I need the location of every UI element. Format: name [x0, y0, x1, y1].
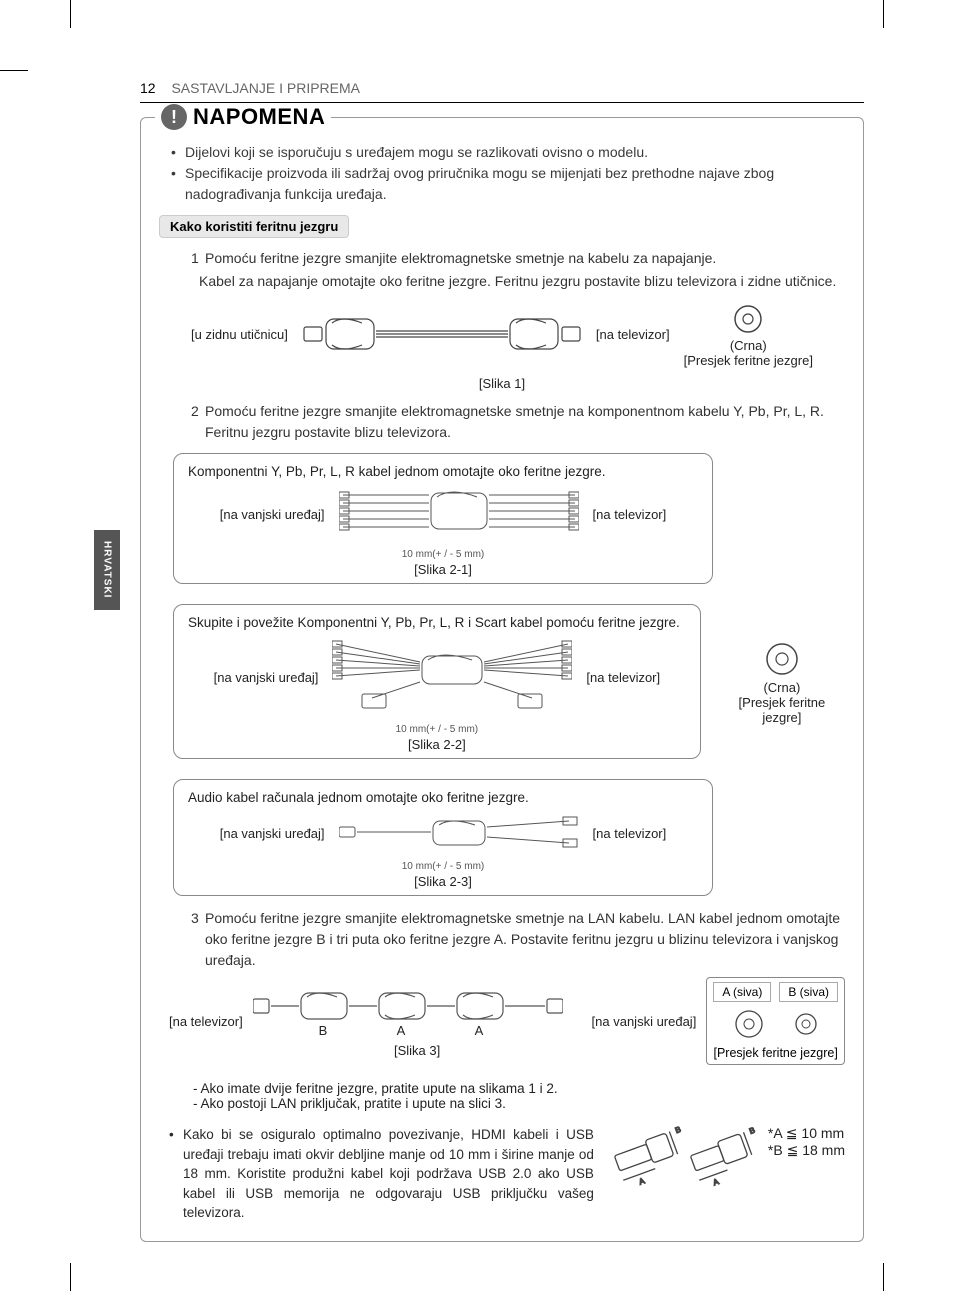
napomena-title: ! NAPOMENA — [155, 104, 331, 130]
section-title: SASTAVLJANJE I PRIPREMA — [171, 80, 360, 96]
core-b-head: B (siva) — [779, 982, 838, 1002]
fig3-left: [na televizor] — [169, 1014, 243, 1029]
ferrite-cross-1: (Crna) [Presjek feritne jezgre] — [684, 300, 813, 368]
figure-3-row: [na televizor] B A — [159, 977, 845, 1065]
svg-text:B: B — [318, 1023, 327, 1038]
cores-cross-label: [Presjek feritne jezgre] — [713, 1046, 838, 1060]
napomena-heading: NAPOMENA — [193, 104, 325, 130]
fig3-caption: [Slika 3] — [253, 1043, 582, 1058]
svg-text:B: B — [748, 1126, 756, 1136]
crop-mark — [70, 0, 71, 28]
ferrite-subheading: Kako koristiti feritnu jezgru — [159, 215, 349, 238]
panel21-caption: [Slika 2-1] — [188, 562, 698, 577]
fig3-right: [na vanjski uređaj] — [592, 1014, 697, 1029]
panel22-tolerance: 10 mm(+ / - 5 mm) — [188, 724, 686, 735]
panel22-left: [na vanjski uređaj] — [214, 670, 319, 685]
panel23-tolerance: 10 mm(+ / - 5 mm) — [188, 861, 698, 872]
hdmi-usb-diagram: A B A B — [606, 1125, 756, 1195]
hdmi-note-row: Kako bi se osiguralo optimalno povezivan… — [159, 1125, 845, 1223]
dash-1: - Ako imate dvije feritne jezgre, pratit… — [193, 1081, 845, 1096]
figure-1: [u zidnu utičnicu] [na televizor] (Crna — [159, 300, 845, 368]
svg-text:A: A — [638, 1176, 647, 1187]
panel21-top: Komponentni Y, Pb, Pr, L, R kabel jednom… — [188, 464, 698, 479]
panel23-caption: [Slika 2-3] — [188, 874, 698, 889]
info-icon: ! — [161, 104, 187, 130]
step-1: 1Pomoću feritne jezgre smanjite elektrom… — [179, 248, 845, 269]
panel23-top: Audio kabel računala jednom omotajte oko… — [188, 790, 698, 805]
svg-text:A: A — [712, 1177, 721, 1188]
page-header: 12 SASTAVLJANJE I PRIPREMA — [140, 80, 864, 96]
page-number: 12 — [140, 80, 156, 96]
hdmi-note-text: Kako bi se osiguralo optimalno povezivan… — [159, 1125, 594, 1223]
cable-diagram-1 — [302, 311, 582, 357]
ferrite-cross-label: [Presjek feritne jezgre] — [719, 695, 845, 725]
component-scart-diagram — [332, 638, 572, 716]
napomena-box: ! NAPOMENA Dijelovi koji se isporučuju s… — [140, 117, 864, 1242]
dim-b: *B ≦ 18 mm — [768, 1142, 845, 1159]
fig1-caption: [Slika 1] — [159, 376, 845, 391]
panel-2-1: Komponentni Y, Pb, Pr, L, R kabel jednom… — [173, 453, 713, 584]
audio-cable-diagram — [339, 813, 579, 853]
dimensions: *A ≦ 10 mm *B ≦ 18 mm — [768, 1125, 845, 1159]
panel23-left: [na vanjski uređaj] — [220, 826, 325, 841]
panel21-right: [na televizor] — [593, 507, 667, 522]
language-tab: HRVATSKI — [94, 530, 120, 610]
crop-mark — [883, 0, 884, 28]
intro-bullets: Dijelovi koji se isporučuju s uređajem m… — [159, 142, 845, 205]
fig1-right-label: [na televizor] — [596, 327, 670, 342]
core-a-head: A (siva) — [713, 982, 771, 1002]
panel22-right: [na televizor] — [586, 670, 660, 685]
ferrite-cores-box: A (siva) B (siva) [Presjek feritne jezgr… — [706, 977, 845, 1065]
ferrite-cross-2: (Crna) [Presjek feritne jezgre] — [719, 638, 845, 725]
step1-text2: Kabel za napajanje omotajte oko feritne … — [159, 271, 845, 292]
bullet-item: Specifikacije proizvoda ili sadržaj ovog… — [171, 163, 845, 205]
page-content: 12 SASTAVLJANJE I PRIPREMA ! NAPOMENA Di… — [140, 80, 864, 1242]
header-rule — [140, 102, 864, 103]
svg-text:A: A — [474, 1023, 483, 1038]
dim-a: *A ≦ 10 mm — [768, 1125, 845, 1142]
fig1-left-label: [u zidnu utičnicu] — [191, 327, 288, 342]
panel21-tolerance: 10 mm(+ / - 5 mm) — [188, 549, 698, 560]
panel23-right: [na televizor] — [593, 826, 667, 841]
ferrite-cross-label: [Presjek feritne jezgre] — [684, 353, 813, 368]
svg-text:A: A — [396, 1023, 405, 1038]
lan-cable-diagram: B A A — [253, 985, 563, 1041]
svg-text:B: B — [674, 1125, 682, 1135]
step-3: 3Pomoću feritne jezgre smanjite elektrom… — [179, 908, 845, 971]
step1-text1: Pomoću feritne jezgre smanjite elektroma… — [205, 250, 716, 266]
panel21-left: [na vanjski uređaj] — [220, 507, 325, 522]
crop-mark — [70, 1263, 71, 1291]
dash-2: - Ako postoji LAN priključak, pratite i … — [193, 1096, 845, 1111]
step2-text: Pomoću feritne jezgre smanjite elektroma… — [205, 403, 824, 440]
panel22-top: Skupite i povežite Komponentni Y, Pb, Pr… — [188, 615, 686, 630]
step-2: 2Pomoću feritne jezgre smanjite elektrom… — [179, 401, 845, 443]
ferrite-color: (Crna) — [684, 338, 813, 353]
panel22-caption: [Slika 2-2] — [188, 737, 686, 752]
step3-text: Pomoću feritne jezgre smanjite elektroma… — [205, 910, 840, 968]
component-cable-diagram-1 — [339, 487, 579, 541]
ferrite-color: (Crna) — [719, 680, 845, 695]
bullet-item: Dijelovi koji se isporučuju s uređajem m… — [171, 142, 845, 163]
panel-2-2: Skupite i povežite Komponentni Y, Pb, Pr… — [173, 604, 701, 759]
crop-mark — [883, 1263, 884, 1291]
crop-mark — [0, 70, 28, 71]
panel-2-3: Audio kabel računala jednom omotajte oko… — [173, 779, 713, 896]
dash-notes: - Ako imate dvije feritne jezgre, pratit… — [159, 1081, 845, 1111]
